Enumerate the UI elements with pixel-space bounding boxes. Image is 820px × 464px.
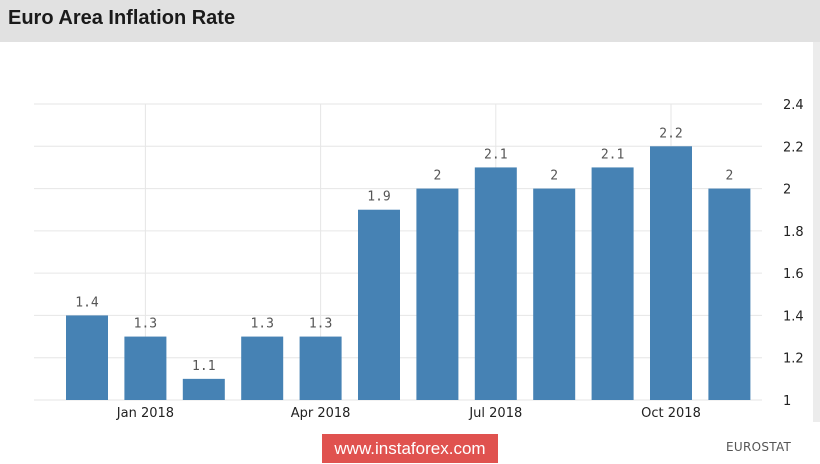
bar <box>299 336 342 400</box>
data-label: 2.1 <box>601 147 624 162</box>
y-tick-label: 1.6 <box>783 267 804 282</box>
y-tick-label: 2 <box>783 183 791 198</box>
x-tick-label: Jul 2018 <box>468 406 522 421</box>
data-label: 1.3 <box>250 317 273 332</box>
data-label: 2 <box>550 169 558 184</box>
bar-chart: 1 1.2 1.4 1.6 1.8 2 2.2 2.4 Jan 2018 Apr 2018 Jul … <box>34 98 804 421</box>
x-tick-label: Jan 2018 <box>116 406 174 421</box>
bar <box>66 315 108 400</box>
bar <box>474 167 517 400</box>
y-tick-label: 1.8 <box>783 225 804 240</box>
data-label: 2.1 <box>484 147 507 162</box>
data-label: 2.2 <box>659 126 682 141</box>
y-tick-label: 2.4 <box>783 98 804 113</box>
bar <box>708 188 751 400</box>
bar <box>241 336 284 400</box>
bar <box>124 336 167 400</box>
y-tick-label: 1 <box>783 394 791 409</box>
y-tick-label: 2.2 <box>783 140 804 155</box>
data-label: 1.4 <box>75 295 99 310</box>
data-label: 1.3 <box>309 317 332 332</box>
x-tick-label: Oct 2018 <box>641 406 701 421</box>
chart-header: Euro Area Inflation Rate <box>0 0 820 42</box>
data-label: 1.1 <box>192 359 215 374</box>
data-label: 2 <box>725 169 733 184</box>
data-label: 1.9 <box>367 190 390 205</box>
watermark-badge: www.instaforex.com <box>322 434 498 463</box>
data-label: 1.3 <box>134 317 157 332</box>
chart-title: Euro Area Inflation Rate <box>8 7 236 29</box>
bar <box>591 167 634 400</box>
data-label: 2 <box>433 169 441 184</box>
bar <box>533 188 576 400</box>
bar <box>358 209 400 400</box>
y-tick-label: 1.2 <box>783 352 804 367</box>
y-tick-label: 1.4 <box>783 309 804 324</box>
scroll-edge <box>813 42 820 422</box>
bar <box>650 146 692 400</box>
bar <box>182 378 225 400</box>
x-tick-label: Apr 2018 <box>291 406 351 421</box>
source-label: EUROSTAT <box>726 440 792 454</box>
bar <box>416 188 459 400</box>
